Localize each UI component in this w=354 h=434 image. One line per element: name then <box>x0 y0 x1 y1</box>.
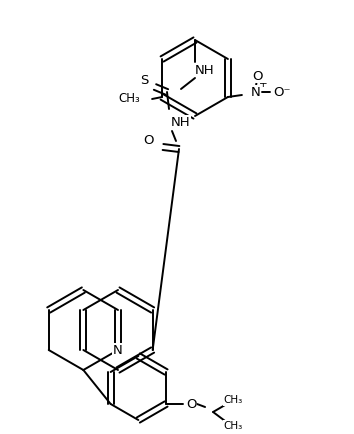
Text: O: O <box>143 134 153 147</box>
Text: NH: NH <box>171 115 191 128</box>
Text: CH₃: CH₃ <box>223 421 243 431</box>
Text: O: O <box>186 398 196 411</box>
Text: +: + <box>258 79 267 89</box>
Text: CH₃: CH₃ <box>118 92 140 105</box>
Text: N: N <box>251 85 261 99</box>
Text: O: O <box>253 69 263 82</box>
Text: S: S <box>140 73 148 86</box>
Text: O⁻: O⁻ <box>273 85 291 99</box>
Text: NH: NH <box>195 63 215 76</box>
Text: CH₃: CH₃ <box>223 395 243 405</box>
Text: N: N <box>113 343 123 356</box>
